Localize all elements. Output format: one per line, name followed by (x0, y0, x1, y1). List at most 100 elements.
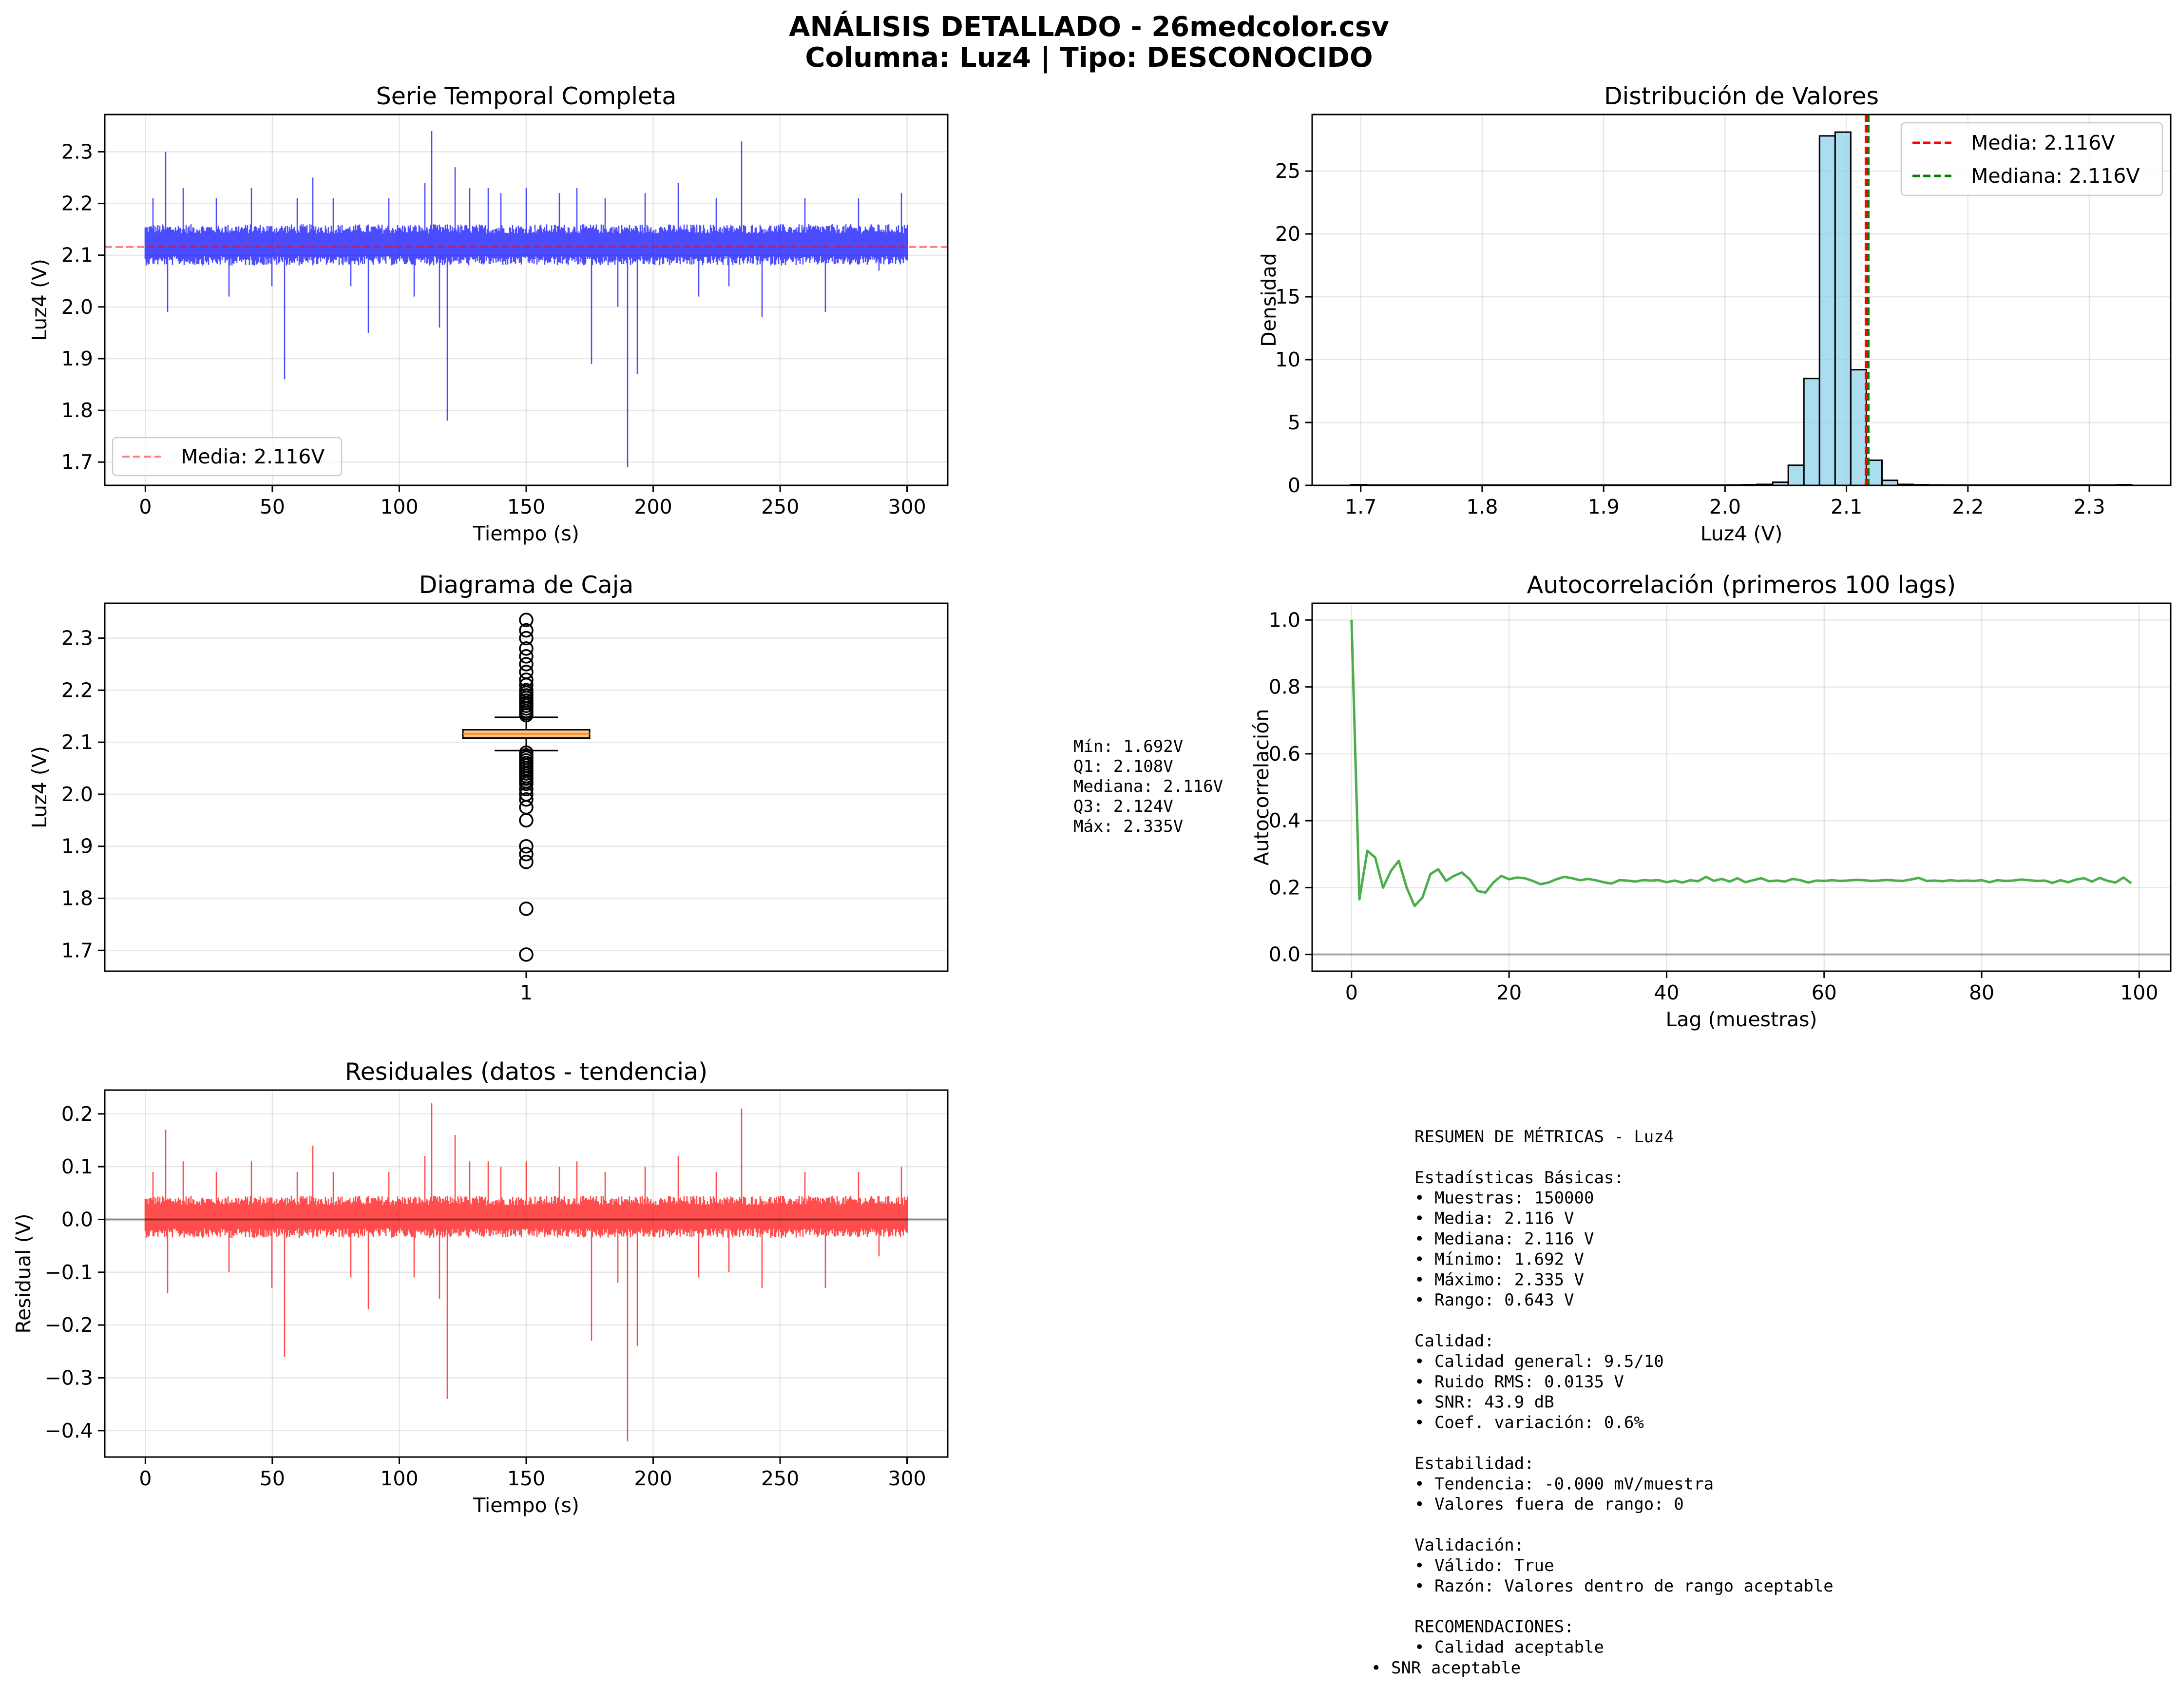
legend-box (112, 437, 343, 477)
outlier-point (519, 782, 534, 796)
outlier-point (519, 800, 534, 815)
summary-line-last: • SNR aceptable (1371, 1658, 1521, 1678)
y-tick-label: 1.9 (61, 347, 93, 370)
plot-area (462, 613, 591, 962)
y-tick-label: 0.2 (61, 1102, 93, 1126)
box-stat-q1: Q1: 2.108V (1073, 757, 1173, 776)
summary-line: • Mediana: 2.116 V (1414, 1229, 1594, 1249)
summary-line: RESUMEN DE MÉTRICAS - Luz4 (1414, 1127, 1674, 1147)
axes-frame (1311, 602, 2172, 972)
x-axis-label: Luz4 (V) (1700, 522, 1783, 545)
plot-area (105, 1103, 948, 1441)
box-stats-text: Mín: 1.692V Q1: 2.108V Mediana: 2.116V Q… (1073, 737, 1233, 836)
outlier-point (519, 792, 534, 807)
histogram-plot: 1.7 1.8 1.9 2.0 2.1 2.2 2.3 0 5 10 15 20 25 Distribuc… (1257, 82, 2172, 545)
y-tick-label: 5 (1288, 411, 1300, 434)
x-tick-label: 150 (507, 495, 545, 518)
summary-line: • Máximo: 2.335 V (1414, 1270, 1584, 1289)
summary-line: • Rango: 0.643 V (1414, 1290, 1574, 1310)
summary-line: RECOMENDACIONES: (1414, 1617, 1574, 1637)
y-tick-label: −0.1 (44, 1261, 93, 1284)
legend: Media: 2.116V Mediana: 2.116V (1900, 122, 2163, 196)
plot-title: Residuales (datos - tendencia) (345, 1058, 707, 1086)
legend-box (1900, 122, 2163, 196)
x-tick-label: 0 (139, 495, 152, 518)
outlier-point (519, 839, 534, 854)
summary-line: Calidad: (1414, 1331, 1494, 1351)
x-tick-label: 250 (761, 495, 799, 518)
legend: Media: 2.116V (112, 437, 343, 477)
outlier-point (519, 672, 534, 687)
y-tick-label: 15 (1275, 285, 1300, 308)
y-tick-label: 25 (1275, 159, 1300, 183)
axes-frame (104, 1089, 949, 1458)
histogram-bar (1850, 369, 1867, 485)
summary-line: • Calidad aceptable (1414, 1638, 1604, 1657)
x-tick-label: 200 (634, 495, 672, 518)
x-tick-label: 80 (1969, 981, 1994, 1004)
summary-line: • Muestras: 150000 (1414, 1189, 1594, 1208)
y-tick-label: 2.1 (61, 730, 93, 754)
legend-label-mean: Media: 2.116V (1971, 131, 2115, 154)
x-axis-label: Tiempo (s) (473, 522, 579, 545)
outlier-point (519, 623, 534, 638)
summary-line: • Razón: Valores dentro de rango aceptab… (1414, 1576, 1834, 1596)
summary-line: • Calidad general: 9.5/10 (1414, 1352, 1664, 1371)
y-tick-label: 1.9 (61, 835, 93, 858)
y-axis-label: Residual (V) (12, 1213, 35, 1333)
y-tick-label: 0.2 (1269, 876, 1300, 899)
outlier-point (519, 631, 534, 646)
y-tick-label: 0 (1288, 474, 1300, 497)
y-tick-label: 20 (1275, 222, 1300, 246)
y-tick-label: 0.4 (1269, 809, 1300, 832)
legend-label-mean: Media: 2.116V (181, 445, 325, 468)
summary-line: Estabilidad: (1414, 1454, 1534, 1473)
summary-line: Validación: (1414, 1535, 1524, 1555)
x-tick-label: 0 (1345, 981, 1358, 1004)
y-tick-label: 1.0 (1269, 608, 1300, 632)
y-axis-label: Luz4 (V) (28, 259, 51, 341)
x-tick-label: 50 (260, 1467, 285, 1490)
outlier-point (519, 613, 534, 627)
x-tick-label: 2.1 (1831, 495, 1862, 518)
y-tick-label: 0.0 (61, 1208, 93, 1231)
x-tick-label: 20 (1496, 981, 1522, 1004)
x-axis-label: Tiempo (s) (473, 1494, 579, 1517)
outlier-point (519, 776, 534, 791)
summary-line: • Tendencia: -0.000 mV/muestra (1414, 1474, 1714, 1494)
summary-line: • SNR: 43.9 dB (1414, 1393, 1554, 1412)
summary-line: • Coef. variación: 0.6% (1414, 1413, 1644, 1433)
y-tick-label: 2.2 (61, 678, 93, 702)
y-tick-label: 2.3 (61, 140, 93, 163)
x-tick-label: 300 (888, 1467, 926, 1490)
residual-trace (144, 1103, 908, 1441)
plot-title: Autocorrelación (primeros 100 lags) (1527, 571, 1956, 599)
outlier-point (519, 813, 534, 828)
x-tick-label: 0 (139, 1467, 152, 1490)
histogram-bar (1834, 131, 1852, 485)
x-tick-label: 200 (634, 1467, 672, 1490)
outlier-point (519, 665, 534, 679)
summary-line: • Válido: True (1414, 1556, 1554, 1575)
x-tick-label: 2.2 (1952, 495, 1984, 518)
x-tick-label: 1.7 (1345, 495, 1376, 518)
x-axis-label: Lag (muestras) (1666, 1008, 1817, 1031)
outlier-point (519, 657, 534, 672)
acf-line (1350, 620, 2132, 907)
plot-title: Distribución de Valores (1604, 82, 1879, 110)
y-axis-label: Luz4 (V) (28, 746, 51, 828)
summary-line: • Valores fuera de rango: 0 (1414, 1495, 1684, 1514)
histogram-bar (1787, 464, 1805, 485)
plot-area (105, 131, 948, 467)
y-tick-label: 2.3 (61, 627, 93, 650)
residuals-plot: 0 50 100 150 200 250 300 −0.4 −0.3 −0.2 −0.1 0.0 0.1… (12, 1058, 949, 1517)
y-tick-label: 1.7 (61, 939, 93, 962)
box-stat-max: Máx: 2.335V (1073, 817, 1183, 836)
outlier-point (519, 683, 534, 698)
y-tick-label: 2.0 (61, 295, 93, 319)
box-stat-min: Mín: 1.692V (1073, 737, 1183, 756)
x-tick-label: 2.0 (1709, 495, 1741, 518)
metrics-summary: RESUMEN DE MÉTRICAS - Luz4 Estadísticas B… (1414, 1127, 1834, 1657)
x-tick-label: 40 (1654, 981, 1679, 1004)
